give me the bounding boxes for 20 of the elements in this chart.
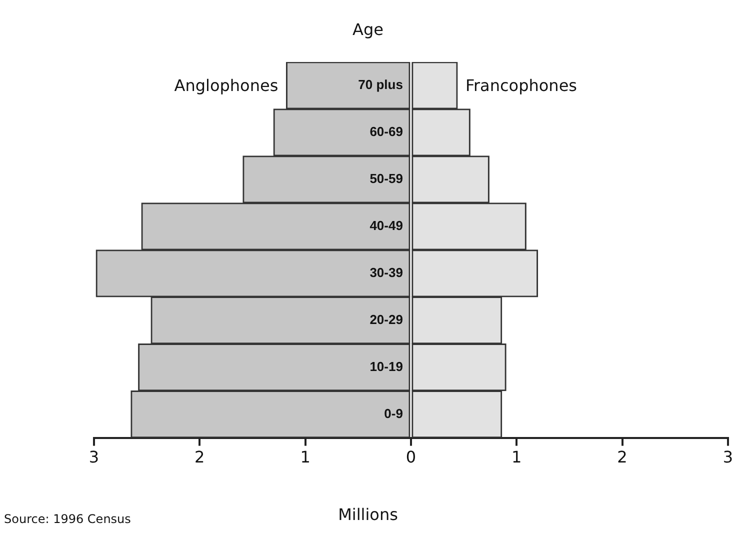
x-tick-label: 1	[300, 448, 310, 467]
x-tick-label: 3	[722, 448, 734, 467]
y-tick-label: 40-49	[370, 218, 403, 233]
source-note: Source: 1996 Census	[4, 512, 131, 526]
series-label: Francophones	[465, 76, 577, 95]
x-tick-label: 0	[406, 448, 416, 467]
y-tick-label: 0-9	[384, 406, 403, 421]
series-label: Anglophones	[174, 76, 278, 95]
y-tick-label: 30-39	[370, 264, 403, 280]
x-tick-label: 2	[617, 448, 628, 467]
x-tick-label: 3	[88, 448, 100, 467]
y-tick-label: 70 plus	[358, 77, 403, 92]
x-tick-label: 2	[194, 448, 205, 467]
y-tick-label: 10-19	[370, 358, 403, 374]
y-tick-label: 60-69	[370, 124, 403, 140]
x-axis-title: Millions	[338, 505, 398, 524]
y-axis-title: Age	[352, 20, 384, 39]
y-tick-label: 20-29	[370, 312, 403, 327]
x-tick-label: 1	[512, 448, 522, 467]
y-tick-label: 50-59	[370, 171, 403, 186]
